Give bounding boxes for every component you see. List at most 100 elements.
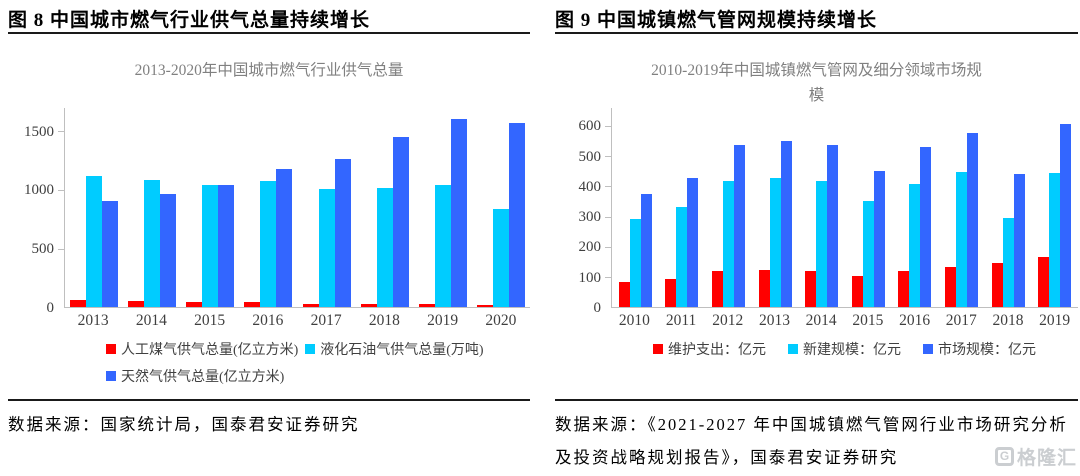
bar — [909, 184, 921, 307]
bar — [1038, 257, 1050, 307]
bar-group-2010 — [612, 108, 659, 307]
y-tick-label: 100 — [578, 269, 602, 286]
legend-swatch-icon — [305, 344, 316, 354]
y-tick-label: 1000 — [24, 182, 54, 199]
bar-group-2018 — [356, 108, 414, 307]
bar — [618, 282, 630, 307]
bar-group-2015 — [845, 108, 892, 307]
bar — [434, 185, 451, 307]
y-tick-label: 300 — [578, 209, 602, 226]
y-tick-mark — [605, 277, 611, 279]
figure-9-chart-title: 2010-2019年中国城镇燃气管网及细分领域市场规模 — [651, 62, 982, 104]
legend-item: 新建规模：亿元 — [788, 339, 901, 359]
figure-9-source-note: 数据来源：《2021-2027 年中国城镇燃气管网行业市场研究分析及投资战略规划… — [555, 399, 1078, 474]
legend-swatch-icon — [653, 344, 663, 354]
bar — [862, 201, 874, 307]
x-tick-label: 2014 — [135, 312, 167, 329]
bar — [102, 201, 119, 307]
figure-8-title: 图 8 中国城市燃气行业供气总量持续增长 — [8, 0, 530, 34]
x-tick-label: 2017 — [945, 312, 977, 329]
figure-8-panel: 图 8 中国城市燃气行业供气总量持续增长 2013-2020年中国城市燃气行业供… — [8, 0, 530, 476]
figure-9-title: 图 9 中国城镇燃气管网规模持续增长 — [555, 0, 1078, 34]
figure-8-legend: 人工煤气供气总量(亿立方米) 液化石油气供气总量(万吨) 天然气供气总量(亿立方米) — [64, 339, 530, 386]
legend-item: 市场规模：亿元 — [923, 339, 1036, 359]
bar — [260, 181, 277, 307]
bar — [780, 141, 792, 307]
bar — [816, 181, 828, 307]
figure-8-y-axis: 0 500 1000 1500 — [8, 108, 64, 316]
bar — [733, 145, 745, 307]
y-tick-mark — [605, 246, 611, 248]
bar-group-2012 — [705, 108, 752, 307]
gelonghui-logo-icon: G — [994, 447, 1014, 466]
x-tick-label: 2018 — [368, 312, 400, 329]
bar-group-2014 — [798, 108, 845, 307]
bar-group-2019 — [1031, 108, 1078, 307]
bar-group-2015 — [181, 108, 239, 307]
bar-group-2017 — [938, 108, 985, 307]
y-tick-mark — [605, 125, 611, 127]
bar — [302, 304, 319, 307]
bar-group-2013 — [752, 108, 799, 307]
x-tick-label: 2019 — [427, 312, 459, 329]
x-tick-label: 2013 — [77, 312, 109, 329]
x-tick-label: 2014 — [805, 312, 837, 329]
bar — [186, 302, 203, 307]
y-tick-label: 0 — [46, 300, 55, 316]
gelonghui-logo-text: 格隆汇 — [1016, 448, 1077, 469]
y-tick-mark — [605, 216, 611, 218]
legend-item: 人工煤气供气总量(亿立方米) — [106, 339, 305, 359]
bar — [676, 207, 688, 307]
bar — [508, 123, 525, 307]
figure-9-y-axis: 0 100 200 300 400 500 600 — [555, 108, 611, 316]
bar — [805, 271, 817, 307]
bar — [851, 276, 863, 307]
figure-8-x-axis: 2013 2014 2015 2016 2017 2018 2019 2020 — [64, 312, 530, 330]
bar — [86, 176, 103, 307]
bar — [769, 178, 781, 307]
legend-label: 新建规模：亿元 — [803, 343, 901, 358]
bar-group-2018 — [985, 108, 1032, 307]
bar — [1002, 218, 1014, 307]
bar-group-2017 — [298, 108, 356, 307]
y-tick-label: 400 — [578, 178, 602, 195]
bar — [160, 194, 177, 307]
y-tick-label: 1500 — [24, 123, 54, 140]
bar — [898, 271, 910, 307]
y-tick-label: 500 — [578, 148, 602, 165]
bar — [1049, 173, 1061, 307]
bar — [318, 189, 335, 307]
y-tick-label: 500 — [31, 241, 55, 258]
x-tick-label: 2020 — [485, 312, 517, 329]
bar — [476, 305, 493, 307]
bar — [758, 270, 770, 307]
bar-group-2020 — [472, 108, 530, 307]
x-tick-label: 2015 — [194, 312, 226, 329]
bar — [202, 185, 219, 307]
x-tick-label: 2012 — [712, 312, 744, 329]
figure-8-chart: 0 500 1000 1500 2013 2014 2015 2016 2017 2018 201… — [8, 108, 530, 386]
bar — [1060, 124, 1072, 307]
bar — [244, 302, 261, 307]
bar — [418, 304, 435, 307]
legend-label: 市场规模：亿元 — [938, 343, 1036, 358]
x-tick-label: 2017 — [310, 312, 342, 329]
legend-label: 天然气供气总量(亿立方米) — [121, 370, 285, 385]
bar — [218, 185, 235, 307]
bar — [687, 178, 699, 307]
bar — [827, 145, 839, 307]
figure-9-panel: 图 9 中国城镇燃气管网规模持续增长 2010-2019年中国城镇燃气管网及细分… — [555, 0, 1078, 476]
legend-item: 天然气供气总量(亿立方米) — [106, 366, 305, 386]
bar — [955, 172, 967, 307]
y-tick-mark — [58, 189, 64, 191]
bar-group-2016 — [892, 108, 939, 307]
bar — [492, 209, 509, 307]
bar — [920, 147, 932, 307]
bar — [450, 119, 467, 307]
figure-8-chart-title: 2013-2020年中国城市燃气行业供气总量 — [134, 62, 404, 79]
bar — [665, 279, 677, 307]
bar — [334, 159, 351, 307]
y-tick-label: 200 — [578, 239, 602, 256]
bar — [376, 188, 393, 307]
